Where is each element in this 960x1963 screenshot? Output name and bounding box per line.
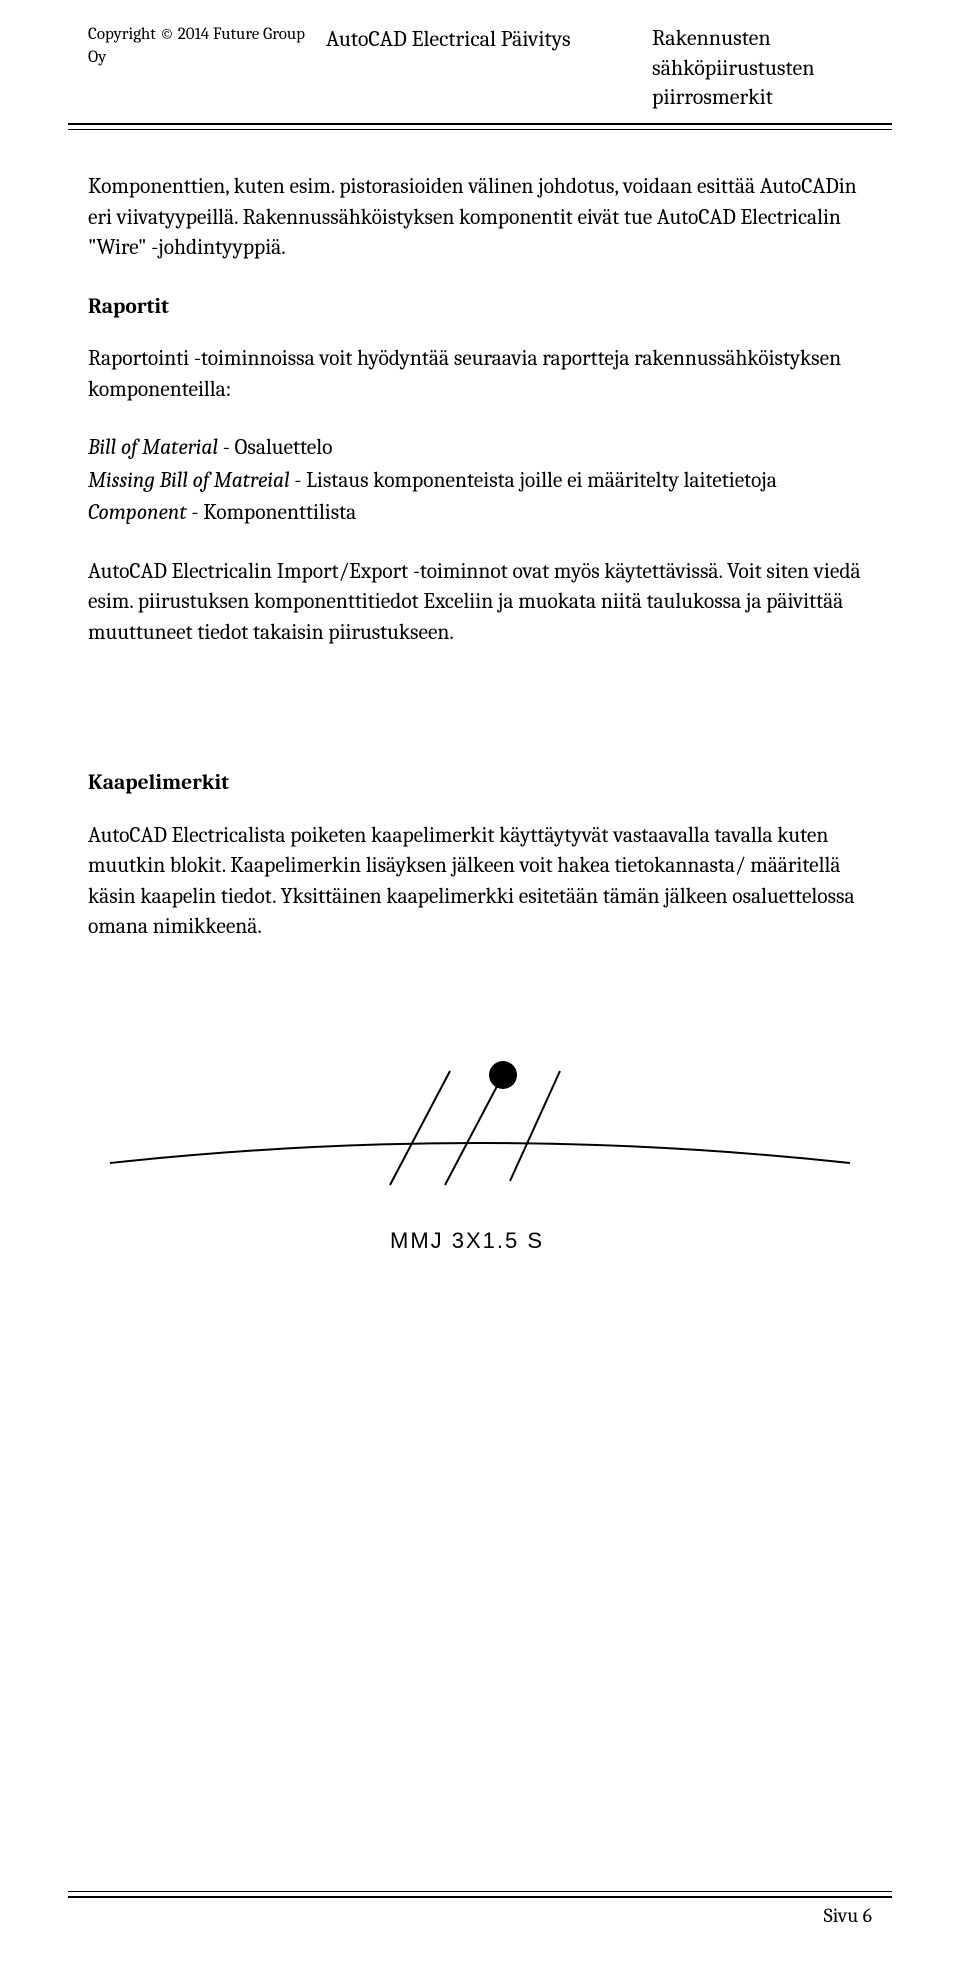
- footer-rule: [68, 1891, 892, 1898]
- intro-paragraph: Komponenttien, kuten esim. pistorasioide…: [88, 172, 872, 264]
- report-item: Component - Komponenttilista: [88, 498, 872, 529]
- header-rule: [68, 123, 892, 130]
- header-title: AutoCAD Electrical Päivitys: [326, 24, 644, 52]
- raportit-lead: Raportointi -toiminnoissa voit hyödyntää…: [88, 344, 872, 405]
- cable-diagram-svg: MMJ 3X1.5 S: [90, 1013, 870, 1283]
- kaapelimerkit-paragraph: AutoCAD Electricalista poiketen kaapelim…: [88, 821, 872, 943]
- header-subtitle-line3: piirrosmerkit: [652, 83, 872, 113]
- cable-diagram: MMJ 3X1.5 S: [88, 1013, 872, 1283]
- import-export-paragraph: AutoCAD Electricalin Import/Export -toim…: [88, 557, 872, 649]
- report-item: Bill of Material - Osaluettelo: [88, 433, 872, 464]
- footer-page-number: Sivu 6: [88, 1904, 872, 1927]
- report-list: Bill of Material - Osaluettelo Missing B…: [88, 433, 872, 529]
- report-desc: - Komponenttilista: [187, 501, 357, 525]
- page-body: Komponenttien, kuten esim. pistorasioide…: [88, 172, 872, 1283]
- header-copyright: Copyright © 2014 Future Group Oy: [88, 24, 318, 70]
- section-title-kaapelimerkit: Kaapelimerkit: [88, 768, 872, 799]
- header-copyright-line1: Copyright © 2014 Future Group: [88, 24, 318, 47]
- header-copyright-line2: Oy: [88, 47, 318, 70]
- header-subtitle-line1: Rakennusten: [652, 24, 872, 54]
- report-desc: - Listaus komponenteista joille ei määri…: [290, 469, 777, 493]
- report-desc: - Osaluettelo: [218, 436, 332, 460]
- page-footer: Sivu 6: [88, 1891, 872, 1927]
- report-name: Missing Bill of Matreial: [88, 469, 290, 493]
- header-subtitle-line2: sähköpiirustusten: [652, 54, 872, 84]
- header-subtitle: Rakennusten sähköpiirustusten piirrosmer…: [652, 24, 872, 113]
- svg-text:MMJ 3X1.5 S: MMJ 3X1.5 S: [390, 1228, 544, 1253]
- section-title-raportit: Raportit: [88, 292, 872, 323]
- report-name: Bill of Material: [88, 436, 218, 460]
- page: Copyright © 2014 Future Group Oy AutoCAD…: [0, 0, 960, 1963]
- report-item: Missing Bill of Matreial - Listaus kompo…: [88, 466, 872, 497]
- report-name: Component: [88, 501, 187, 525]
- page-header: Copyright © 2014 Future Group Oy AutoCAD…: [88, 24, 872, 113]
